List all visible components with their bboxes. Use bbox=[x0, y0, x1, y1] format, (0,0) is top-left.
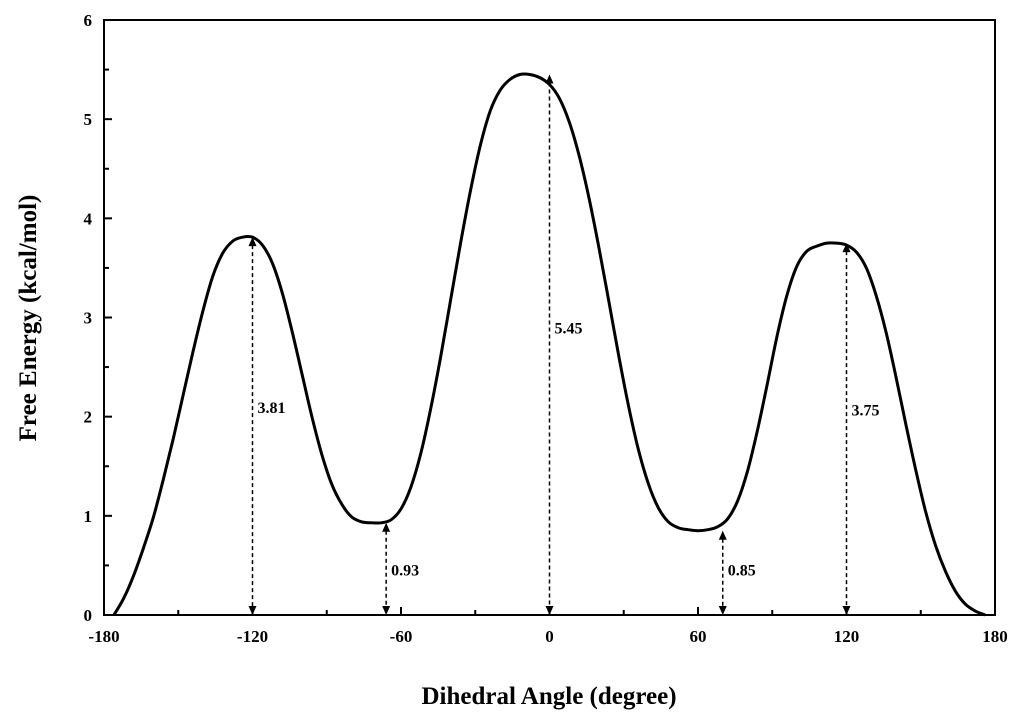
annotation-label: 3.81 bbox=[258, 400, 286, 417]
arrow-up-icon bbox=[382, 522, 391, 532]
x-tick-label: 60 bbox=[690, 627, 707, 646]
y-tick-label: 1 bbox=[84, 507, 93, 526]
y-tick-label: 3 bbox=[84, 309, 93, 328]
arrow-down-icon bbox=[718, 606, 727, 615]
y-axis-title: Free Energy (kcal/mol) bbox=[15, 195, 42, 442]
arrow-down-icon bbox=[382, 606, 391, 615]
annotations: 3.81 0.93 5.45 0.85 3.75 bbox=[248, 74, 880, 615]
y-tick-label: 0 bbox=[84, 606, 93, 625]
arrow-down-icon bbox=[842, 606, 851, 615]
axis-ticks bbox=[103, 19, 996, 616]
x-tick-label: -120 bbox=[237, 627, 268, 646]
y-tick-label: 6 bbox=[84, 11, 93, 30]
x-tick-label: 0 bbox=[545, 627, 554, 646]
annotation-label: 3.75 bbox=[852, 403, 880, 420]
annotation: 3.81 bbox=[248, 237, 286, 615]
arrow-up-icon bbox=[248, 237, 257, 247]
annotation: 0.85 bbox=[718, 530, 756, 615]
x-axis-title: Dihedral Angle (degree) bbox=[421, 683, 676, 710]
arrow-up-icon bbox=[718, 530, 727, 540]
x-tick-label: -180 bbox=[88, 627, 119, 646]
arrow-down-icon bbox=[248, 606, 257, 615]
annotation: 3.75 bbox=[842, 243, 880, 615]
arrow-up-icon bbox=[842, 243, 851, 253]
annotation: 5.45 bbox=[545, 74, 583, 615]
annotation-label: 5.45 bbox=[555, 320, 583, 337]
annotation: 0.93 bbox=[382, 522, 419, 615]
y-tick-label: 2 bbox=[84, 408, 93, 427]
x-tick-labels: -180 -120 -60 0 60 120 180 bbox=[88, 627, 1007, 646]
x-tick-label: 180 bbox=[982, 627, 1008, 646]
y-tick-label: 4 bbox=[84, 209, 93, 228]
arrow-up-icon bbox=[545, 74, 554, 84]
arrow-down-icon bbox=[545, 606, 554, 615]
y-tick-label: 5 bbox=[84, 110, 93, 129]
y-tick-labels: 0 1 2 3 4 5 6 bbox=[84, 11, 93, 625]
annotation-label: 0.85 bbox=[728, 562, 756, 579]
x-tick-label: -60 bbox=[390, 627, 413, 646]
x-tick-label: 120 bbox=[834, 627, 860, 646]
annotation-label: 0.93 bbox=[391, 562, 419, 579]
